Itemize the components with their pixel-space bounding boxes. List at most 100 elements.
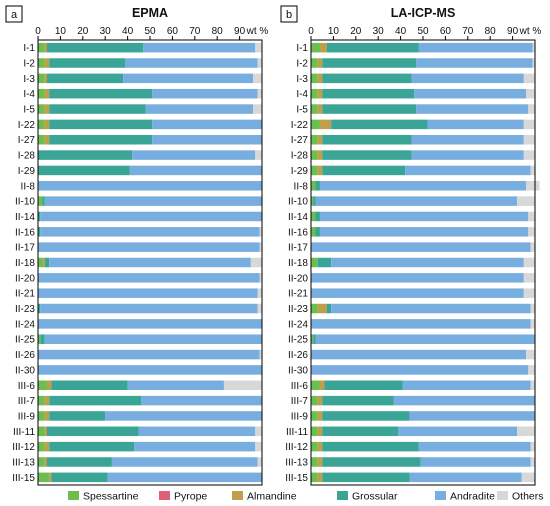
- category-label: I-28: [291, 151, 309, 162]
- category-label: I-4: [23, 89, 35, 100]
- category-label: III-13: [12, 457, 35, 468]
- bar-segment-grossular-iii-15: [51, 472, 108, 483]
- x-tick-label: 80: [212, 26, 224, 37]
- bar-segment-spessartine-iii-12: [38, 441, 45, 452]
- bar-segment-grossular-ii-25: [40, 334, 45, 344]
- bar-segment-almandine-i-3: [44, 73, 47, 84]
- bar-segment-almandine-i-27: [44, 134, 50, 145]
- legend-label-pyrope: Pyrope: [174, 491, 207, 503]
- bar-segment-grossular-ii-18: [44, 257, 50, 268]
- bar-segment-others-i-29: [530, 165, 535, 176]
- x-tick-label: 40: [395, 26, 407, 37]
- bar-segment-andradite-i-4: [152, 88, 258, 99]
- category-label: III-11: [13, 427, 35, 438]
- category-label: II-21: [288, 289, 308, 300]
- bar-segment-grossular-iii-12: [49, 441, 135, 452]
- bar-segment-others-ii-24: [530, 319, 535, 329]
- bar-segment-andradite-iii-6: [402, 380, 531, 391]
- bar-segment-spessartine-i-28: [311, 150, 318, 160]
- bar-segment-spessartine-i-3: [38, 73, 45, 84]
- category-label: II-17: [15, 243, 35, 254]
- legend-label-grossular: Grossular: [352, 491, 398, 503]
- category-label: I-1: [23, 43, 35, 54]
- bar-segment-others-i-1: [532, 42, 535, 53]
- bar-segment-others-iii-6: [530, 380, 535, 391]
- x-tick-label: 60: [167, 26, 179, 37]
- category-label: II-14: [15, 212, 35, 223]
- legend-label-others: Others: [512, 491, 544, 503]
- bar-segment-spessartine-ii-10: [38, 196, 43, 206]
- bar-segment-andradite-iii-12: [418, 441, 531, 452]
- bar-segment-others-ii-17: [530, 242, 535, 252]
- bar-segment-others-ii-18: [523, 257, 535, 268]
- bar-segment-grossular-iii-7: [322, 395, 394, 406]
- bar-segment-almandine-iii-7: [317, 395, 323, 406]
- category-label: III-9: [18, 411, 36, 422]
- bar-segment-spessartine-iii-15: [38, 472, 50, 483]
- bar-segment-spessartine-iii-13: [311, 457, 318, 467]
- category-label: I-22: [18, 120, 36, 131]
- bar-segment-grossular-ii-10: [42, 196, 45, 206]
- bar-segment-grossular-iii-15: [322, 472, 410, 483]
- legend-label-almandine: Almandine: [247, 491, 297, 503]
- bar-segment-andradite-iii-11: [138, 426, 256, 437]
- bar-segment-andradite-ii-30: [311, 365, 529, 375]
- bar-segment-others-i-28: [255, 150, 262, 160]
- category-label: III-15: [12, 473, 35, 484]
- bar-segment-spessartine-iii-11: [38, 426, 45, 437]
- bar-segment-andradite-ii-24: [38, 319, 262, 329]
- x-tick-label: 0: [308, 26, 314, 37]
- bar-segment-grossular-i-22: [331, 119, 428, 130]
- x-tick-label: 10: [55, 26, 67, 37]
- bar-segment-almandine-iii-12: [317, 441, 323, 452]
- legend-swatch-pyrope: [159, 491, 170, 500]
- bar-segment-spessartine-i-3: [311, 73, 318, 84]
- category-label: II-10: [15, 197, 35, 208]
- bar-segment-andradite-ii-20: [311, 273, 524, 283]
- plot-frame: [37, 39, 263, 486]
- bar-segment-others-ii-20: [523, 273, 535, 283]
- category-label: II-25: [288, 335, 308, 346]
- bar-segment-others-i-5: [253, 104, 262, 114]
- bar-segment-grossular-iii-7: [49, 395, 142, 406]
- bar-segment-almandine-ii-23: [317, 303, 327, 314]
- bar-segment-others-ii-18: [250, 257, 262, 268]
- bar-segment-almandine-i-29: [317, 165, 323, 176]
- category-label: II-10: [288, 197, 308, 208]
- bar-segment-andradite-iii-9: [105, 411, 262, 421]
- bar-segment-andradite-i-29: [129, 165, 262, 176]
- bar-segment-others-ii-21: [257, 288, 262, 298]
- bar-segment-grossular-i-1: [46, 42, 144, 53]
- bar-segment-grossular-ii-18: [317, 257, 332, 268]
- bar-segment-grossular-i-22: [49, 119, 153, 130]
- panel-letter-box: [280, 5, 298, 23]
- category-label: II-20: [288, 273, 308, 284]
- bar-segment-spessartine-ii-14: [311, 211, 316, 222]
- category-label: III-6: [291, 381, 309, 392]
- category-label: III-12: [12, 442, 35, 453]
- category-label: I-22: [291, 120, 309, 131]
- x-tick-label: 50: [417, 26, 429, 37]
- bar-segment-spessartine-ii-10: [311, 196, 314, 206]
- panel-epma: a EPMA 0 10 20 30 40 50 60 70 80 90 wt % I-1 I-2 I-3 I-4…: [5, 5, 268, 486]
- bar-segment-others-ii-8: [526, 181, 540, 191]
- bar-segment-andradite-ii-25: [315, 334, 535, 344]
- bar-segment-andradite-ii-23: [40, 303, 258, 314]
- bar-segment-grossular-ii-10: [313, 196, 316, 206]
- bar-segment-andradite-i-2: [416, 58, 533, 68]
- bar-segment-andradite-ii-30: [38, 365, 262, 375]
- bar-segment-grossular-i-1: [326, 42, 419, 53]
- bar-segment-andradite-i-1: [418, 42, 533, 53]
- bar-segment-andradite-ii-8: [38, 181, 262, 191]
- bar-segment-spessartine-iii-9: [38, 411, 45, 421]
- bar-segment-others-ii-16: [259, 227, 262, 237]
- bar-segment-andradite-ii-14: [40, 211, 262, 222]
- panel-letter: a: [11, 9, 18, 21]
- category-label: II-18: [15, 258, 35, 269]
- legend-swatch-spessartine: [68, 491, 79, 500]
- legend-swatch-others: [497, 491, 508, 500]
- bar-segment-grossular-iii-13: [46, 457, 112, 467]
- bar-segment-andradite-i-27: [152, 134, 262, 145]
- category-label: I-5: [23, 105, 35, 116]
